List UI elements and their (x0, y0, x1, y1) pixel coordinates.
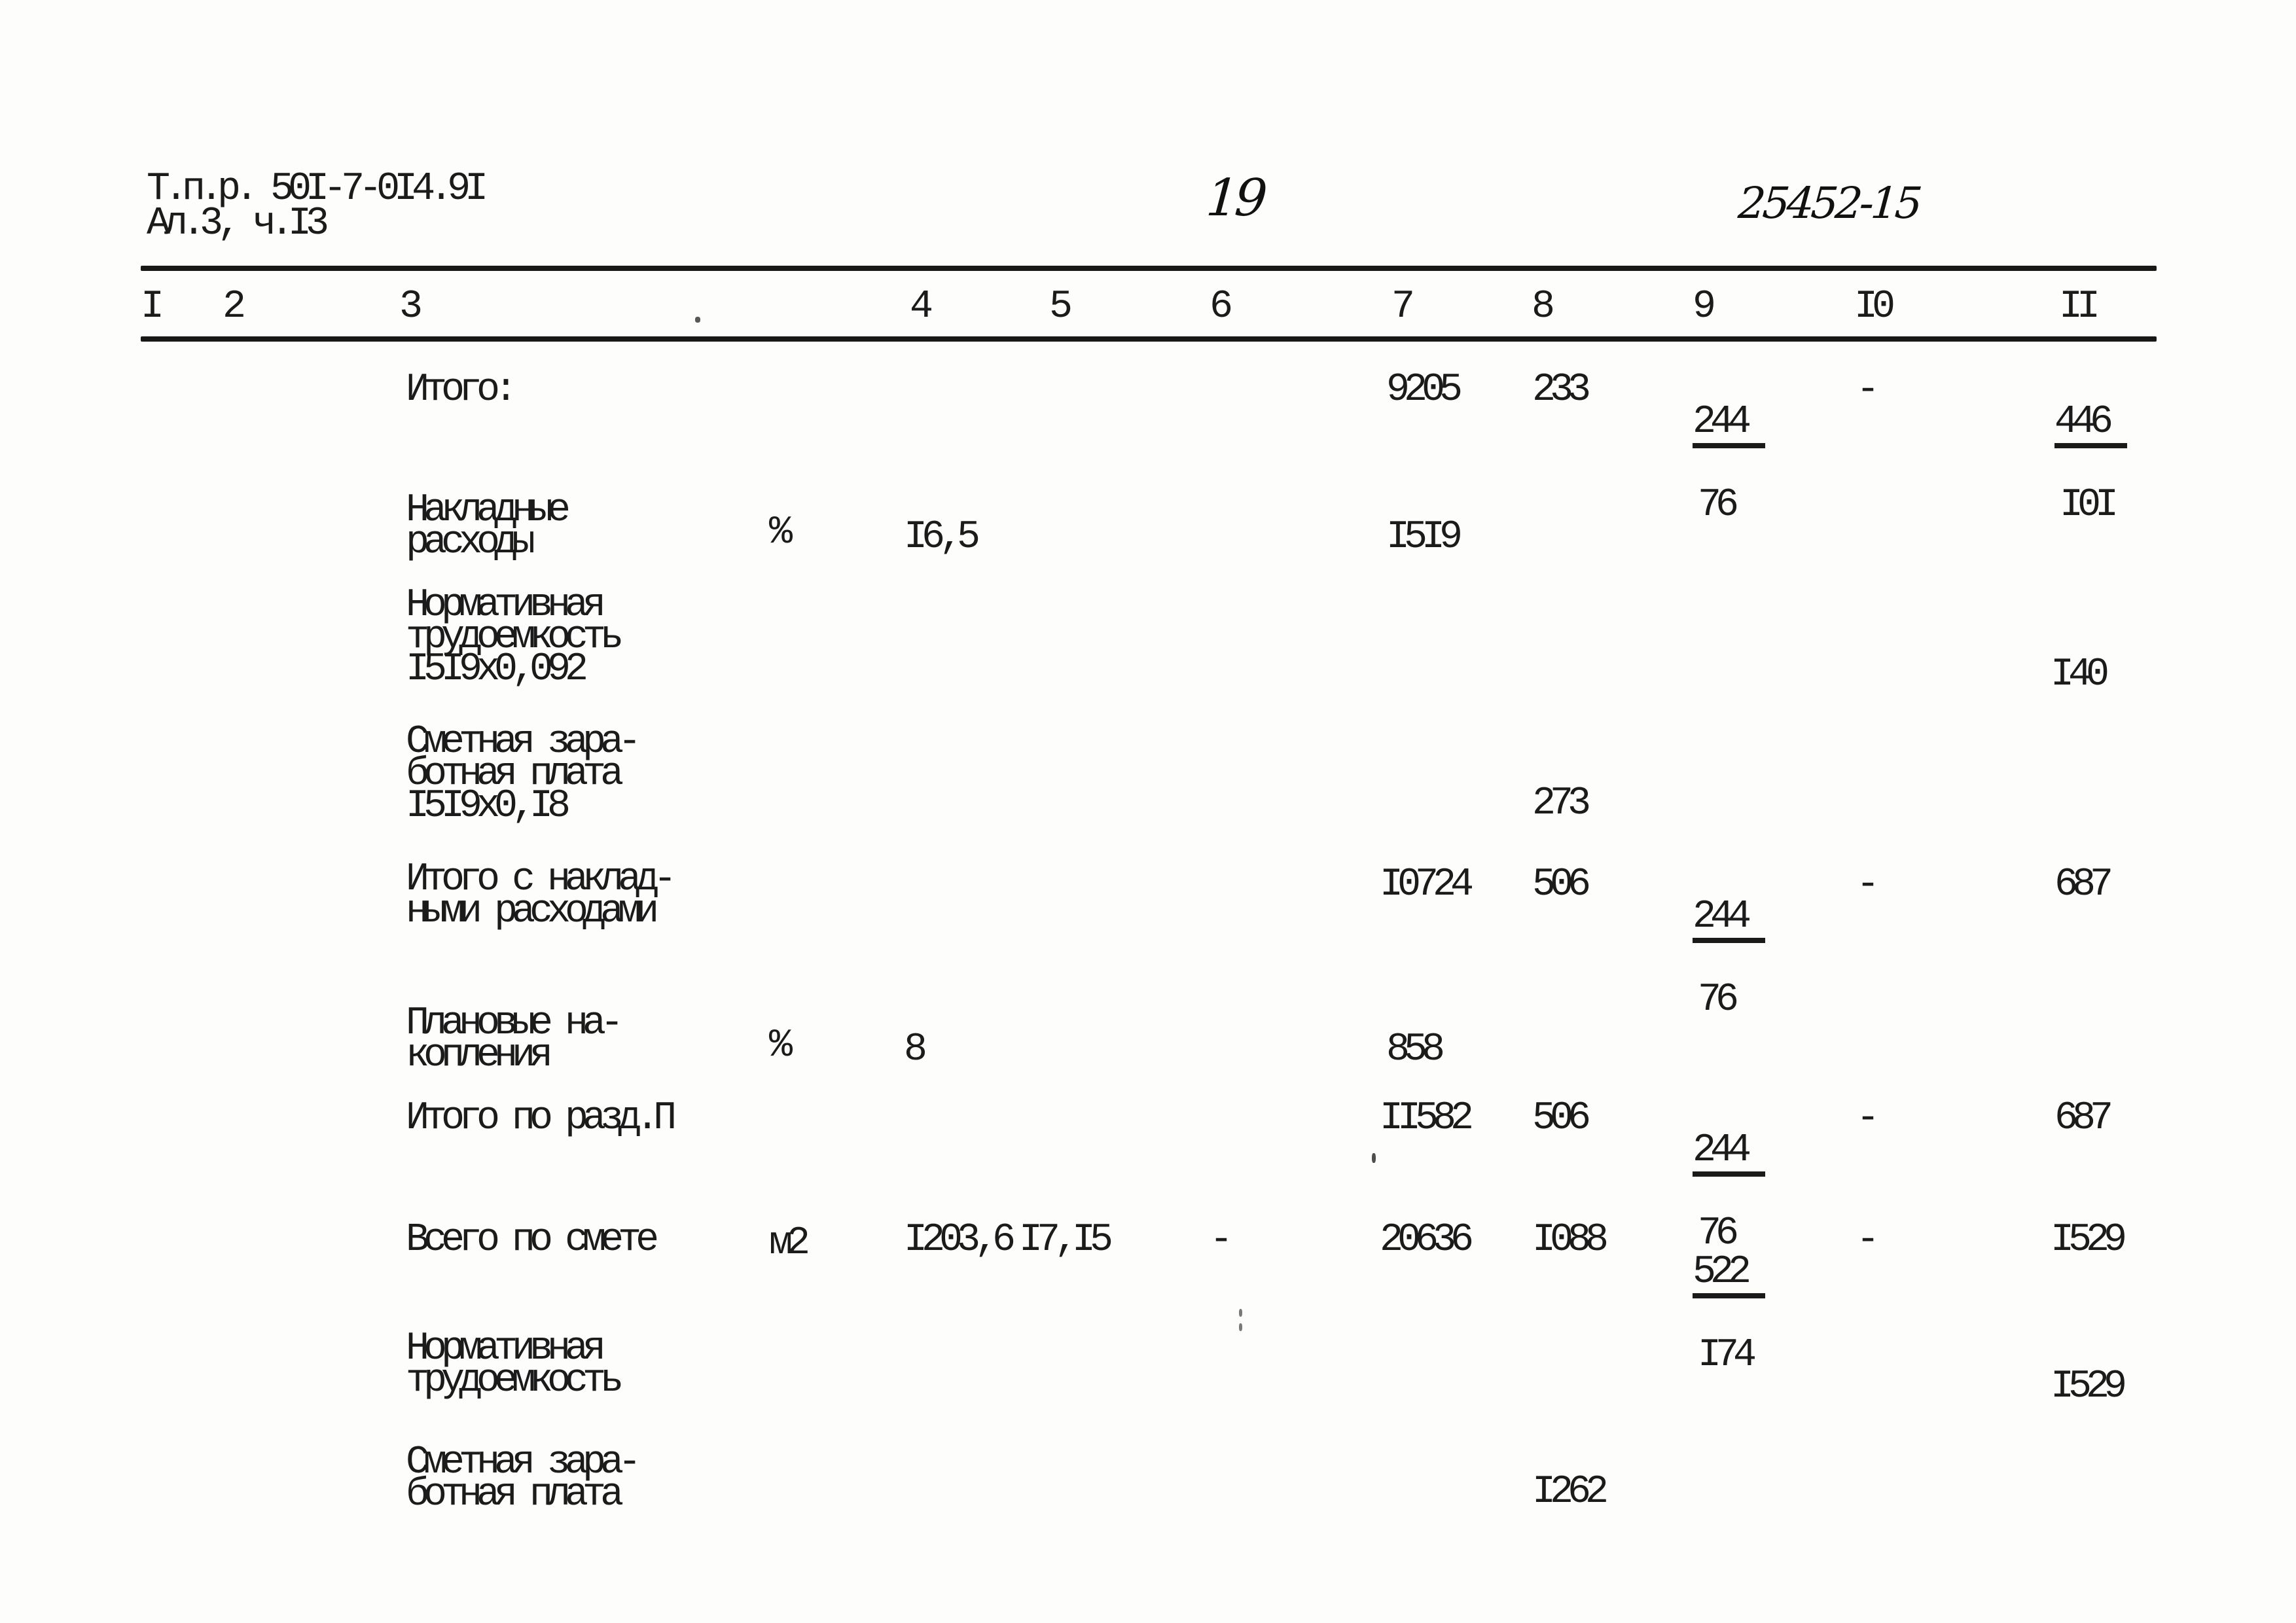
total-estimate-col9-fraction: 522 I74 (1693, 1224, 1766, 1404)
fraction-numerator: 446 (2054, 402, 2128, 448)
project-code: Т.п.р. 50I-7-0I4.9I (147, 167, 488, 211)
total-estimate-col5: I7,I5 (1019, 1218, 1113, 1262)
scan-speck (1239, 1309, 1242, 1317)
row-label-itogo-section: Итого по разд.П (406, 1096, 677, 1141)
scan-speck (1239, 1323, 1242, 1331)
itogo-overhead-col10-dash: - (1856, 863, 1880, 907)
wage-2-col8: I262 (1532, 1470, 1609, 1514)
total-estimate-col10-dash: - (1856, 1218, 1880, 1262)
overhead-col7: I5I9 (1386, 515, 1463, 560)
norm-labor-2-col11: I529 (2051, 1364, 2127, 1409)
column-header-6: 6 (1210, 285, 1233, 329)
row-label-wage-1: Сметная зара- ботная плата I5I9х0,I8 (406, 720, 641, 829)
itogo-col11-fraction: 446 I0I (2054, 374, 2128, 554)
fraction-denominator: I0I (2060, 483, 2119, 527)
handwritten-page-number: 19 (1204, 169, 1266, 228)
table-top-rule (141, 266, 2157, 271)
total-estimate-unit: м2 (769, 1221, 810, 1266)
norm-labor-1-col11: I40 (2051, 652, 2109, 697)
total-estimate-col4: I203,6 (904, 1218, 1016, 1262)
itogo-section-col8: 506 (1532, 1096, 1591, 1141)
itogo-col8: 233 (1532, 368, 1591, 412)
column-header-11: II (2059, 285, 2100, 329)
itogo-overhead-col11: 687 (2054, 863, 2113, 907)
itogo-col9-fraction: 244 76 (1693, 374, 1766, 554)
wage-1-col8: 273 (1532, 781, 1591, 826)
itogo-section-col9-fraction: 244 76 (1693, 1103, 1766, 1282)
column-header-1: I (141, 285, 164, 329)
overhead-col4: I6,5 (904, 515, 980, 560)
table-header-bottom-rule (141, 336, 2157, 342)
column-header-7: 7 (1391, 285, 1415, 329)
itogo-overhead-col7: I0724 (1380, 863, 1474, 907)
column-header-4: 4 (910, 285, 933, 329)
fraction-denominator: I74 (1698, 1333, 1757, 1378)
fraction-denominator: 76 (1698, 978, 1739, 1022)
itogo-section-col11: 687 (2054, 1096, 2113, 1141)
planned-savings-col4: 8 (904, 1027, 927, 1072)
total-estimate-col11: I529 (2051, 1218, 2127, 1262)
row-label-itogo: Итого: (406, 368, 518, 412)
itogo-section-col7: II582 (1380, 1096, 1474, 1141)
fraction-numerator: 244 (1693, 1131, 1766, 1177)
total-estimate-col8: I088 (1532, 1218, 1609, 1262)
itogo-overhead-col8: 506 (1532, 863, 1591, 907)
fraction-numerator: 244 (1693, 897, 1766, 943)
column-header-10: I0 (1854, 285, 1895, 329)
planned-savings-col7: 858 (1386, 1027, 1445, 1072)
total-estimate-col7: 20636 (1380, 1218, 1474, 1262)
row-label-planned-savings: Плановые на- копления (406, 1001, 624, 1078)
column-header-2: 2 (223, 285, 246, 329)
column-header-8: 8 (1532, 285, 1555, 329)
fraction-denominator: 76 (1698, 483, 1739, 527)
scan-speck (1372, 1153, 1376, 1163)
itogo-col10-dash: - (1856, 368, 1880, 412)
row-label-itogo-overhead: Итого с наклад- ными расходами (406, 857, 677, 934)
row-label-total-estimate: Всего по смете (406, 1218, 659, 1262)
itogo-col7: 9205 (1386, 368, 1463, 412)
overhead-unit: % (769, 510, 793, 555)
column-header-9: 9 (1693, 285, 1716, 329)
scan-speck (695, 317, 700, 323)
handwritten-doc-number: 25452-15 (1736, 178, 1921, 228)
row-label-norm-labor-1: Нормативная трудоемкость I5I9х0,092 (406, 583, 624, 692)
total-estimate-col6-dash: - (1210, 1218, 1233, 1262)
fraction-numerator: 244 (1693, 402, 1766, 448)
row-label-norm-labor-2: Нормативная трудоемкость (406, 1327, 624, 1403)
column-header-3: 3 (399, 285, 423, 329)
row-label-overhead: Накладные расходы (406, 488, 571, 565)
itogo-overhead-col9-fraction: 244 76 (1693, 869, 1766, 1048)
fraction-numerator: 522 (1693, 1253, 1766, 1298)
planned-savings-unit: % (769, 1024, 793, 1068)
fraction-denominator: 76 (1698, 1211, 1739, 1256)
column-header-5: 5 (1049, 285, 1073, 329)
itogo-section-col10-dash: - (1856, 1096, 1880, 1141)
album-part-code: Ал.3, ч.I3 (147, 202, 329, 246)
row-label-wage-2: Сметная зара- ботная плата (406, 1440, 641, 1517)
